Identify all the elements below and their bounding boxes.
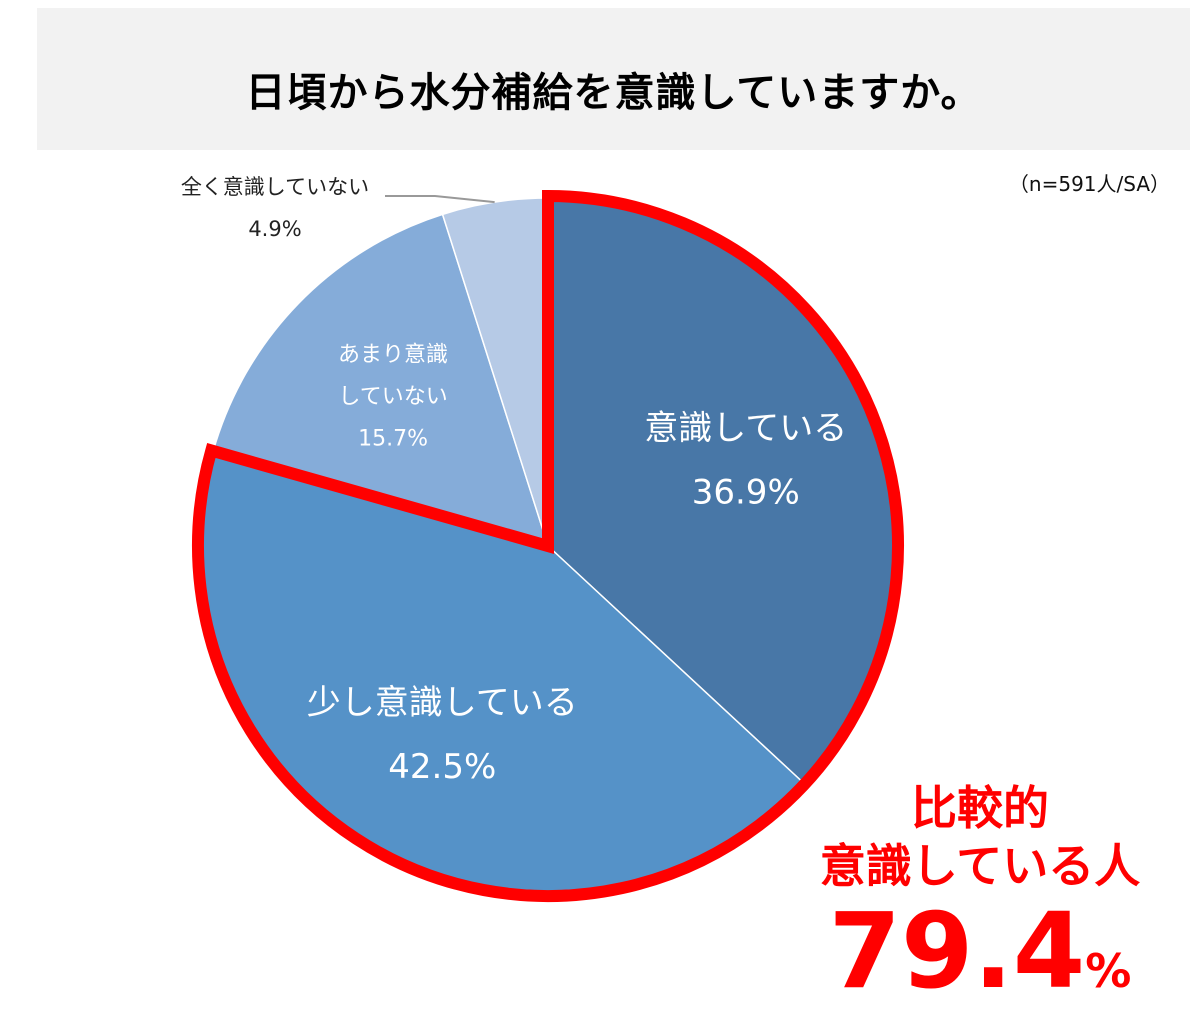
slice-value-label: 15.7% [358,427,428,452]
slice-value-label: 36.9% [692,473,800,513]
slice-category-label: 少し意識している [307,683,578,723]
callout-value: 79.4 [828,890,1086,1012]
callout-line2: 意識している人 [819,839,1141,893]
slice-category-label: していない [338,385,447,410]
callout-line1: 比較的 [911,781,1049,835]
chart-title: 日頃から水分補給を意識していますか。 [245,70,982,116]
slice-category-label: あまり意識 [338,343,448,368]
sample-size-note: （n=591人/SA） [1008,172,1170,196]
slice-category-label: 全く意識していない [181,175,369,199]
callout-unit: % [1085,944,1132,998]
callout: 比較的 意識している人 79.4% [770,780,1190,1006]
leader-line [385,195,495,204]
slice-value-label: 42.5% [388,747,496,787]
slice-category-label: 意識している [644,409,847,449]
slice-value-label: 4.9% [248,217,301,241]
title-band: 日頃から水分補給を意識していますか。 [37,8,1190,150]
slice-not-very-conscious [212,213,550,548]
highlight-outline [192,189,904,902]
